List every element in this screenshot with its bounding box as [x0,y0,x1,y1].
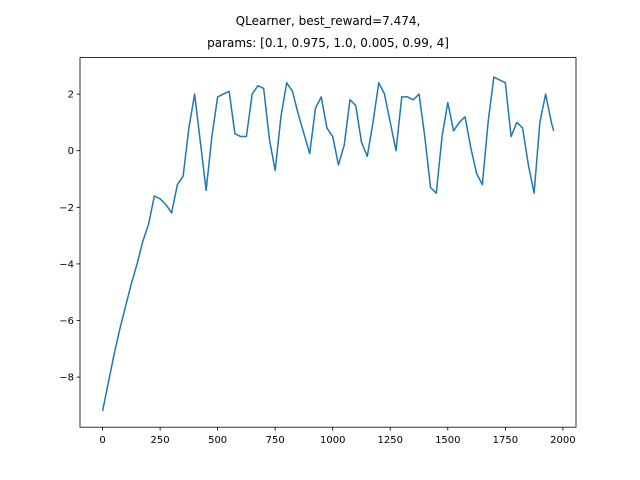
x-tick-label: 2000 [550,435,575,446]
x-tick-label: 500 [208,435,227,446]
x-tick-label: 1750 [493,435,518,446]
x-tick-label: 1500 [435,435,460,446]
chart-title: QLearner, best_reward=7.474, [236,14,421,28]
y-tick-label: −8 [59,373,74,384]
x-tick-label: 250 [151,435,170,446]
x-tick-label: 0 [99,435,105,446]
axes-frame [79,57,577,428]
x-tick-label: 750 [266,435,285,446]
x-tick-label: 1000 [320,435,345,446]
y-tick-label: −4 [59,259,74,270]
chart-title: params: [0.1, 0.975, 1.0, 0.005, 0.99, 4… [207,36,449,50]
y-tick-label: 2 [68,90,74,101]
y-tick-label: −2 [59,203,74,214]
y-tick-label: 0 [68,146,74,157]
x-tick-label: 1250 [378,435,403,446]
line [101,76,555,412]
y-tick-label: −6 [59,316,74,327]
